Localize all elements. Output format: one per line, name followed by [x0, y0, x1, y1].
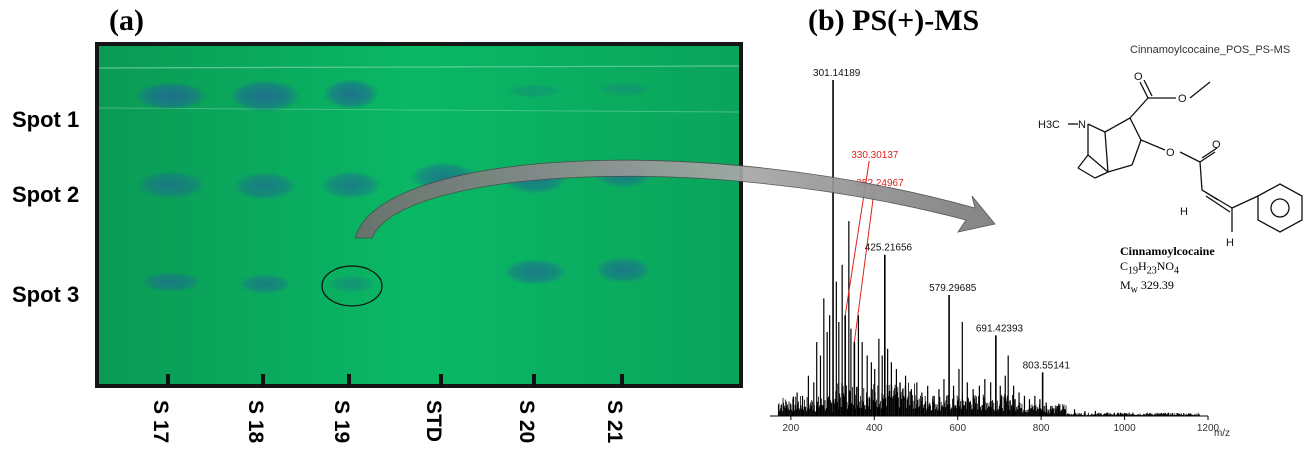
spot-s21-1: [598, 82, 650, 96]
atom-h-alkene-1: H: [1180, 206, 1188, 218]
ms-x-axis-label: m/z: [1214, 428, 1230, 439]
atom-o-ester-2: O: [1166, 147, 1175, 159]
ms-peak-label: 691.42393: [976, 323, 1024, 334]
spot-s18-3: [239, 274, 291, 294]
lane-tick-s21: [620, 374, 624, 388]
spectrum-title: Cinnamoylcocaine_POS_PS-MS: [1130, 44, 1291, 56]
ms-peak-label: 425.21656: [865, 243, 913, 254]
ms-x-tick-label: 400: [866, 423, 883, 434]
atom-n: N: [1078, 119, 1086, 131]
structure-bonds: [1068, 79, 1303, 233]
ms-x-tick-label: 1200: [1197, 423, 1220, 434]
ms-peak-label: 579.29685: [929, 283, 977, 294]
ms-x-ticks: 200 400 600 800 1000 1200: [783, 416, 1220, 434]
spot-s20-1: [506, 84, 562, 98]
spot-s18-1: [229, 80, 301, 112]
atom-o-carbonyl-1: O: [1134, 71, 1143, 83]
compound-info: Cinnamoylcocaine C19H23NO4 Mw 329.39: [1120, 244, 1215, 298]
solvent-front-line: [99, 65, 739, 69]
ms-peak-label: 803.55141: [1023, 360, 1071, 371]
spot-s19-1: [323, 79, 379, 109]
spot-s17-3: [141, 272, 201, 292]
panel-b-label: (b) PS(+)-MS: [808, 4, 980, 37]
atom-o-carbonyl-2: O: [1212, 139, 1221, 151]
spot-3-label: Spot 3: [12, 282, 80, 307]
spot-s17-2: [137, 171, 205, 199]
compound-name: Cinnamoylcocaine: [1120, 244, 1215, 258]
spot-s20-3: [503, 259, 567, 285]
spot-s19-3: [328, 275, 376, 293]
panel-a-label: (a): [109, 4, 144, 37]
plate-line: [99, 107, 739, 113]
lane-tick-std: [439, 374, 443, 388]
spot-s18-2: [233, 172, 297, 200]
ms-x-tick-label: 1000: [1113, 423, 1136, 434]
atom-o-ester-1: O: [1178, 93, 1187, 105]
ms-peak-label: 301.14189: [813, 68, 861, 79]
compound-mw: Mw 329.39: [1120, 278, 1174, 296]
spot-s17-1: [135, 82, 207, 110]
ms-x-tick-label: 200: [783, 423, 800, 434]
ms-x-tick-label: 800: [1033, 423, 1050, 434]
spot-2-label: Spot 2: [12, 182, 80, 207]
atom-h-alkene-2: H: [1226, 237, 1234, 249]
lane-tick-s20: [532, 374, 536, 388]
spot-s21-3: [595, 257, 651, 283]
circled-spot-s19: [321, 265, 383, 307]
lane-tick-s17: [166, 374, 170, 388]
atom-h3c: H3C: [1038, 119, 1060, 131]
lane-tick-s18: [261, 374, 265, 388]
lane-tick-s19: [347, 374, 351, 388]
ms-peak-label: 330.30137: [851, 150, 899, 161]
ms-x-tick-label: 600: [949, 423, 966, 434]
spot-1-label: Spot 1: [12, 107, 80, 132]
compound-formula: C19H23NO4: [1120, 259, 1180, 277]
